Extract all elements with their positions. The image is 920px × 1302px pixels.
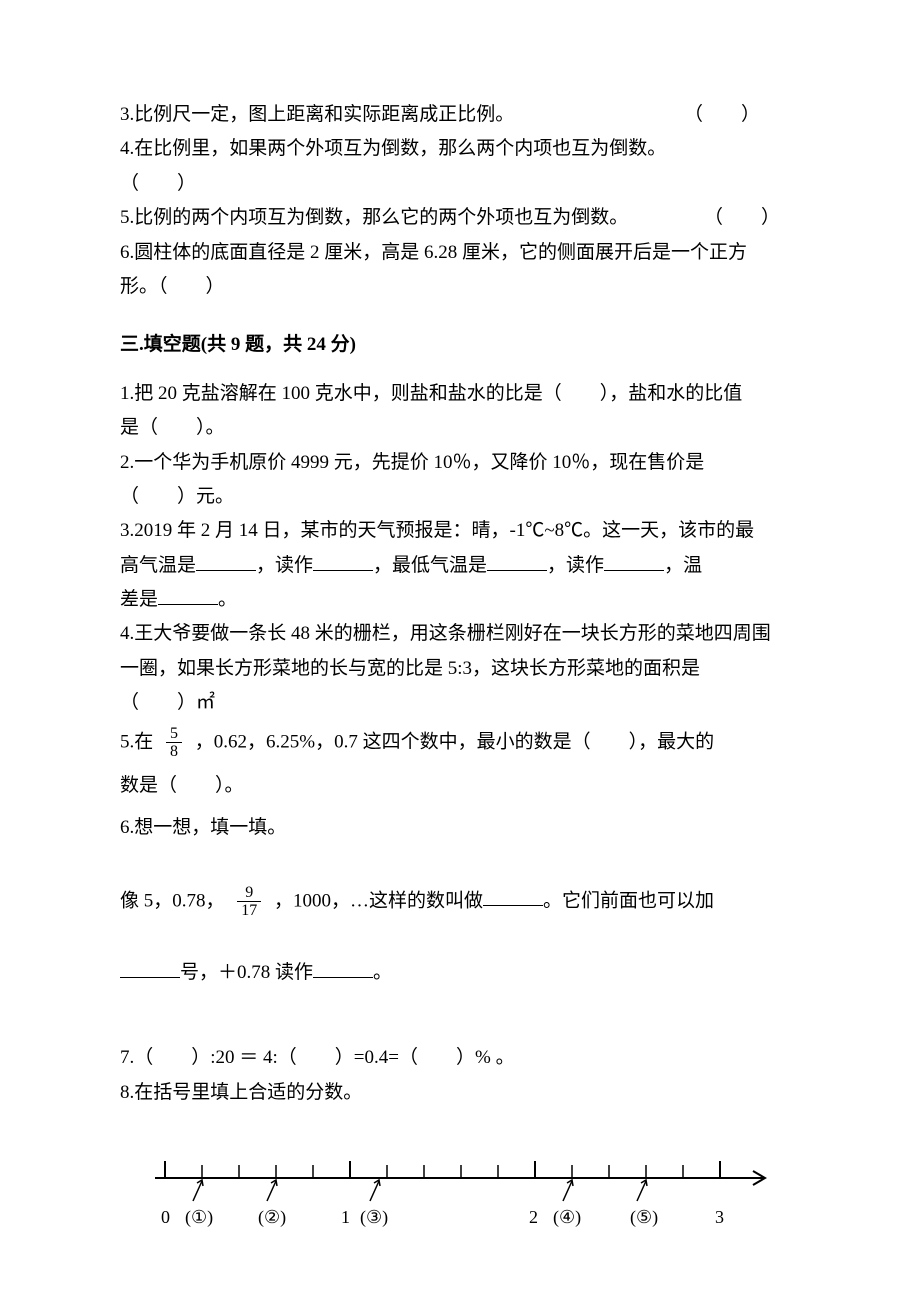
s3-q4-l3: （ ）㎡ xyxy=(120,688,800,718)
s3-q4-text1: 4.王大爷要做一条长 48 米的栅栏，用这条栅栏刚好在一块长方形的菜地四周围 xyxy=(120,623,771,644)
s3-q7: 7.（ ）:20 ＝ 4:（ ）=0.4=（ ）% 。 xyxy=(120,1043,800,1073)
blank xyxy=(313,553,373,571)
s3-q3-l1: 3.2019 年 2 月 14 日，某市的天气预报是：晴，-1℃~8℃。这一天，… xyxy=(120,516,800,546)
frac-num: 9 xyxy=(237,884,261,903)
nl-blank-1: (①) xyxy=(185,1207,213,1228)
s2-q4-l2: （ ） xyxy=(120,169,800,199)
section3-header: 三.填空题(共 9 题，共 24 分) xyxy=(120,330,800,360)
s3-q2-text1: 2.一个华为手机原价 4999 元，先提价 10％，又降价 10％，现在售价是 xyxy=(120,452,704,473)
s3-q3-p5: ，温 xyxy=(664,555,702,576)
s3-q6-example: 像 5，0.78， 9 17 ，1000，…这样的数叫做 。它们前面也可以加 xyxy=(120,884,800,920)
s3-q1-text1: 1.把 20 克盐溶解在 100 克水中，则盐和盐水的比是（ ），盐和水的比值 xyxy=(120,383,742,404)
s3-q5-text2: 数是（ ）。 xyxy=(120,775,244,796)
s3-q3-p4: ，读作 xyxy=(547,555,604,576)
frac-den: 8 xyxy=(166,743,182,761)
s3-q6-p2: ，1000，…这样的数叫做 xyxy=(274,890,483,911)
s2-q6-l2: 形。（ ） xyxy=(120,272,800,302)
s3-q5-l1: 5.在 5 8 ，0.62，6.25%，0.7 这四个数中，最小的数是（ ），最… xyxy=(120,725,800,761)
s3-q2-text2: （ ）元。 xyxy=(120,486,234,507)
blank xyxy=(604,553,664,571)
s3-q1-text2: 是（ ）。 xyxy=(120,417,225,438)
blank xyxy=(196,553,256,571)
s3-q5-l2: 数是（ ）。 xyxy=(120,771,800,801)
s3-q5-p2: ，0.62，6.25%，0.7 这四个数中，最小的数是（ ），最大的 xyxy=(195,731,714,752)
blank xyxy=(483,888,543,906)
s3-q6-p3: 。它们前面也可以加 xyxy=(543,890,714,911)
nl-blank-2: (②) xyxy=(258,1207,286,1228)
number-line-svg: 0 (①) (②) 1 (③) 2 (④) (⑤) 3 xyxy=(145,1143,785,1233)
blank xyxy=(120,960,180,978)
number-line: 0 (①) (②) 1 (③) 2 (④) (⑤) 3 xyxy=(120,1143,800,1233)
nl-label-1: 1 xyxy=(341,1207,350,1227)
s2-q6-l1: 6.圆柱体的底面直径是 2 厘米，高是 6.28 厘米，它的侧面展开后是一个正方 xyxy=(120,238,800,268)
s3-q8: 8.在括号里填上合适的分数。 xyxy=(120,1078,800,1108)
s2-q5-paren: （ ） xyxy=(704,203,780,233)
s2-q6-text2: 形。（ ） xyxy=(120,276,225,297)
s3-q3-p2: ，读作 xyxy=(256,555,313,576)
nl-label-0: 0 xyxy=(161,1207,170,1227)
s2-q5-text: 5.比例的两个内项互为倒数，那么它的两个外项也互为倒数。 xyxy=(120,207,628,228)
s3-q3-l3-p2: 。 xyxy=(218,589,237,610)
s3-q4-l1: 4.王大爷要做一条长 48 米的栅栏，用这条栅栏刚好在一块长方形的菜地四周围 xyxy=(120,619,800,649)
s2-q3-text: 3.比例尺一定，图上距离和实际距离成正比例。 xyxy=(120,104,514,125)
s3-q2-l2: （ ）元。 xyxy=(120,482,800,512)
s3-q6-l3-p2: 号，＋0.78 读作 xyxy=(180,962,313,983)
s3-q6-p1: 像 5，0.78， xyxy=(120,890,225,911)
nl-blank-4: (④) xyxy=(553,1207,581,1228)
s3-q6-l3: 号，＋0.78 读作 。 xyxy=(120,958,800,988)
s2-q3: 3.比例尺一定，图上距离和实际距离成正比例。 （ ） xyxy=(120,100,800,130)
frac-num: 5 xyxy=(166,725,182,744)
fraction-5-8: 5 8 xyxy=(166,725,182,761)
s3-q1-l2: 是（ ）。 xyxy=(120,413,800,443)
nl-label-2: 2 xyxy=(529,1207,538,1227)
s2-q4-paren: （ ） xyxy=(120,173,196,194)
s3-q3-p1: 高气温是 xyxy=(120,555,196,576)
s2-q6-text1: 6.圆柱体的底面直径是 2 厘米，高是 6.28 厘米，它的侧面展开后是一个正方 xyxy=(120,242,747,263)
s3-q4-l2: 一圈，如果长方形菜地的长与宽的比是 5:3，这块长方形菜地的面积是 xyxy=(120,654,800,684)
s3-q3-l2: 高气温是 ，读作 ，最低气温是 ，读作 ，温 xyxy=(120,551,800,581)
s3-q4-text2: 一圈，如果长方形菜地的长与宽的比是 5:3，这块长方形菜地的面积是 xyxy=(120,658,700,679)
s2-q4-text: 4.在比例里，如果两个外项互为倒数，那么两个内项也互为倒数。 xyxy=(120,138,666,159)
s3-q3-p3: ，最低气温是 xyxy=(373,555,487,576)
frac-den: 17 xyxy=(237,902,261,920)
s2-q4-l1: 4.在比例里，如果两个外项互为倒数，那么两个内项也互为倒数。 xyxy=(120,134,800,164)
nl-label-3: 3 xyxy=(715,1207,724,1227)
s3-q6-text: 6.想一想，填一填。 xyxy=(120,817,286,838)
blank xyxy=(158,587,218,605)
s3-q6: 6.想一想，填一填。 xyxy=(120,813,800,843)
nl-blank-3: (③) xyxy=(360,1207,388,1228)
s3-q3-l3: 差是 。 xyxy=(120,585,800,615)
s3-q3-text1: 3.2019 年 2 月 14 日，某市的天气预报是：晴，-1℃~8℃。这一天，… xyxy=(120,520,754,541)
s3-q1-l1: 1.把 20 克盐溶解在 100 克水中，则盐和盐水的比是（ ），盐和水的比值 xyxy=(120,379,800,409)
s3-q5-p1: 5.在 xyxy=(120,731,153,752)
blank xyxy=(487,553,547,571)
s2-q3-paren: （ ） xyxy=(684,100,760,130)
s3-q7-text: 7.（ ）:20 ＝ 4:（ ）=0.4=（ ）% 。 xyxy=(120,1047,515,1068)
s3-q2-l1: 2.一个华为手机原价 4999 元，先提价 10％，又降价 10％，现在售价是 xyxy=(120,448,800,478)
fraction-9-17: 9 17 xyxy=(237,884,261,920)
blank xyxy=(313,960,373,978)
s2-q5: 5.比例的两个内项互为倒数，那么它的两个外项也互为倒数。 （ ） xyxy=(120,203,800,233)
nl-blank-5: (⑤) xyxy=(630,1207,658,1228)
s3-q4-text3: （ ）㎡ xyxy=(120,692,215,713)
s3-q8-text: 8.在括号里填上合适的分数。 xyxy=(120,1082,362,1103)
s3-q6-l3-p3: 。 xyxy=(373,962,392,983)
s3-q3-l3-p1: 差是 xyxy=(120,589,158,610)
